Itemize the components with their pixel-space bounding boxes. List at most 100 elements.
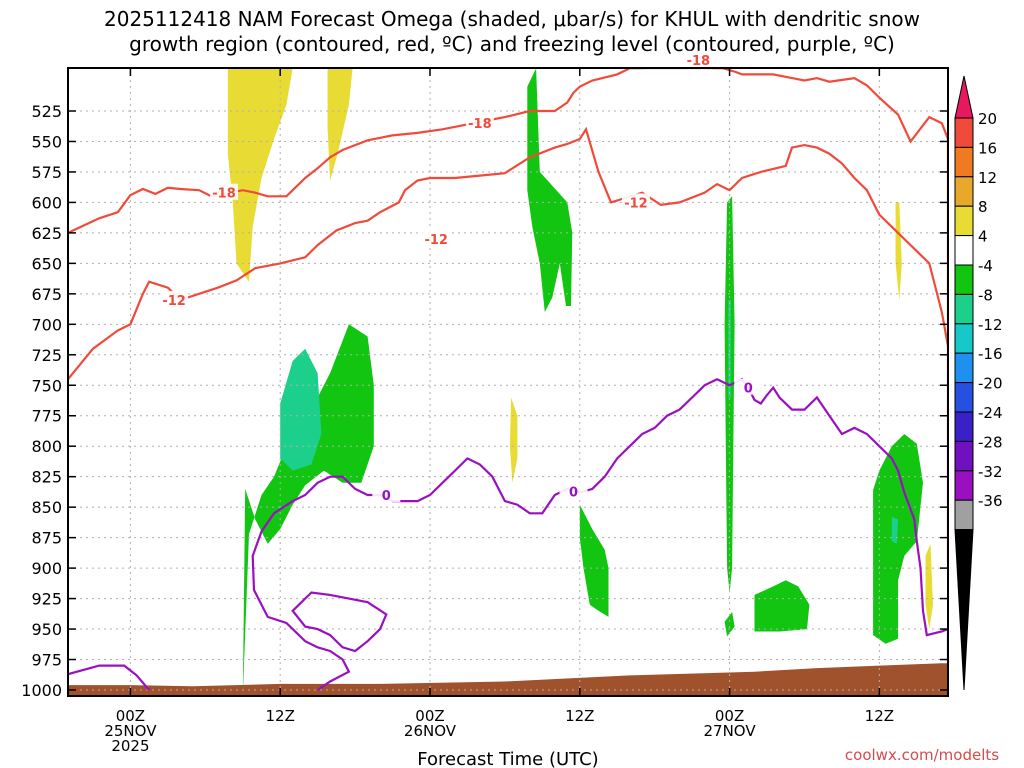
colorbar-label-9: -20 xyxy=(978,375,1003,393)
colorbar-box-1 xyxy=(954,117,974,148)
contour-label-bg-2 xyxy=(684,50,713,67)
colorbar-label-2: 12 xyxy=(978,169,997,187)
contour-label-bg-4 xyxy=(422,229,451,246)
y-tick-label-17: 950 xyxy=(31,620,62,639)
colorbar-label-11: -28 xyxy=(978,433,1003,451)
chart-title-line1: 2025112418 NAM Forecast Omega (shaded, μ… xyxy=(104,7,920,31)
y-tick-label-6: 675 xyxy=(31,285,62,304)
colorbar-box-3 xyxy=(954,176,974,207)
omega-region-7 xyxy=(754,580,810,632)
freezing-level-contour xyxy=(292,377,948,672)
contour-label-bg-6 xyxy=(372,485,401,502)
colorbar-box-5 xyxy=(954,235,974,266)
credit-text: coolwx.com/modelts xyxy=(845,746,999,764)
freezing-level-contour-b xyxy=(251,500,351,691)
colorbar-label-4: 4 xyxy=(978,228,988,246)
contour-lines xyxy=(68,68,948,691)
colorbar-label-0: 20 xyxy=(978,110,997,128)
colorbar-label-6: -8 xyxy=(978,286,993,304)
y-tick-label-5: 650 xyxy=(31,254,62,273)
y-tick-label-7: 700 xyxy=(31,315,62,334)
sinking-region-1 xyxy=(327,68,353,181)
contour-label-5: -12 xyxy=(624,196,648,211)
x-tick-label-line1-0: 00Z xyxy=(116,707,145,725)
x-axis-label: Forecast Time (UTC) xyxy=(417,749,598,768)
contour-label-bg-0 xyxy=(210,183,239,200)
omega-region-1 xyxy=(280,348,322,471)
colorbar-box-12 xyxy=(954,440,974,472)
plot-area xyxy=(68,68,948,696)
colorbar-bottom-arrow xyxy=(954,529,974,691)
y-tick-label-13: 850 xyxy=(31,498,62,517)
chart-title-line2: growth region (contoured, red, ºC) and f… xyxy=(129,32,895,56)
colorbar-box-11 xyxy=(954,411,974,442)
contour-label-6: 0 xyxy=(382,489,391,504)
colorbar-box-4 xyxy=(954,205,974,237)
sinking-region-0 xyxy=(227,68,293,282)
colorbar-label-7: -12 xyxy=(978,316,1003,334)
colorbar-box-7 xyxy=(954,293,974,325)
colorbar-label-1: 16 xyxy=(978,139,997,157)
contour-label-bg-8 xyxy=(734,378,763,395)
contour-label-bg-3 xyxy=(160,290,189,307)
colorbar-box-9 xyxy=(954,352,974,384)
omega-region-0 xyxy=(242,324,374,696)
sinking-region-3 xyxy=(895,202,902,300)
sinking-region-4 xyxy=(925,543,933,630)
dgz-contour--18-0 xyxy=(68,68,948,341)
y-tick-label-15: 900 xyxy=(31,559,62,578)
colorbar-label-13: -36 xyxy=(978,492,1003,510)
contour-label-2: -18 xyxy=(687,54,711,69)
y-tick-label-10: 775 xyxy=(31,407,62,426)
y-tick-label-19: 1000 xyxy=(21,681,62,700)
colorbar-label-3: 8 xyxy=(978,198,988,216)
colorbar-label-8: -16 xyxy=(978,345,1003,363)
x-tick-label-line2-0: 25NOV xyxy=(104,722,157,740)
dgz-contour--12-1 xyxy=(68,126,948,562)
plot-frame xyxy=(67,67,949,697)
x-tick-label-line1-4: 00Z xyxy=(715,707,744,725)
x-tick-label-line2-4: 27NOV xyxy=(703,722,756,740)
omega-region-2 xyxy=(527,68,573,313)
contour-label-3: -12 xyxy=(162,294,186,309)
ground-surface xyxy=(68,663,948,696)
contour-label-0: -18 xyxy=(212,187,236,202)
contours: -18 -18 -18 -12 -12 -12 0 0 0 xyxy=(68,50,948,691)
y-tick-label-14: 875 xyxy=(31,529,62,548)
y-tick-label-2: 575 xyxy=(31,163,62,182)
contour-label-1: -18 xyxy=(468,117,492,132)
y-tick-label-4: 625 xyxy=(31,224,62,243)
omega-region-3 xyxy=(579,504,609,617)
omega-region-8 xyxy=(873,434,923,644)
x-tick-label-line1-1: 12Z xyxy=(266,707,295,725)
colorbar-label-10: -24 xyxy=(978,404,1003,422)
contour-label-bg-7 xyxy=(559,482,588,499)
contour-label-bg-1 xyxy=(465,114,494,131)
colorbar-box-2 xyxy=(954,146,974,178)
contour-label-4: -12 xyxy=(424,233,448,248)
x-tick-label-line2-2: 26NOV xyxy=(404,722,457,740)
colorbar-box-6 xyxy=(954,264,974,295)
y-tick-label-3: 600 xyxy=(31,193,62,212)
contour-label-7: 0 xyxy=(569,485,578,500)
colorbar-box-14 xyxy=(954,499,974,531)
x-tick-label-line1-5: 12Z xyxy=(865,707,894,725)
colorbar-box-13 xyxy=(954,470,974,501)
y-tick-label-8: 725 xyxy=(31,346,62,365)
colorbar: 20 16 12 8 4 -4 -8 -12 -16 -20 -24 -28 -32 -36 xyxy=(954,75,1003,691)
y-tick-label-16: 925 xyxy=(31,590,62,609)
omega-region-9 xyxy=(891,516,899,544)
x-tick-label-line3-0: 2025 xyxy=(111,737,149,755)
shaded-regions xyxy=(68,68,948,696)
x-tick-label-line1-3: 12Z xyxy=(565,707,594,725)
grid xyxy=(68,68,948,696)
y-tick-label-1: 550 xyxy=(31,132,62,151)
y-tick-label-11: 800 xyxy=(31,437,62,456)
omega-region-6 xyxy=(724,612,735,637)
colorbar-box-8 xyxy=(954,323,974,354)
colorbar-label-12: -32 xyxy=(978,463,1003,481)
contour-label-8: 0 xyxy=(744,382,753,397)
freezing-level-contour-c xyxy=(68,664,150,691)
sinking-region-2 xyxy=(509,397,518,483)
